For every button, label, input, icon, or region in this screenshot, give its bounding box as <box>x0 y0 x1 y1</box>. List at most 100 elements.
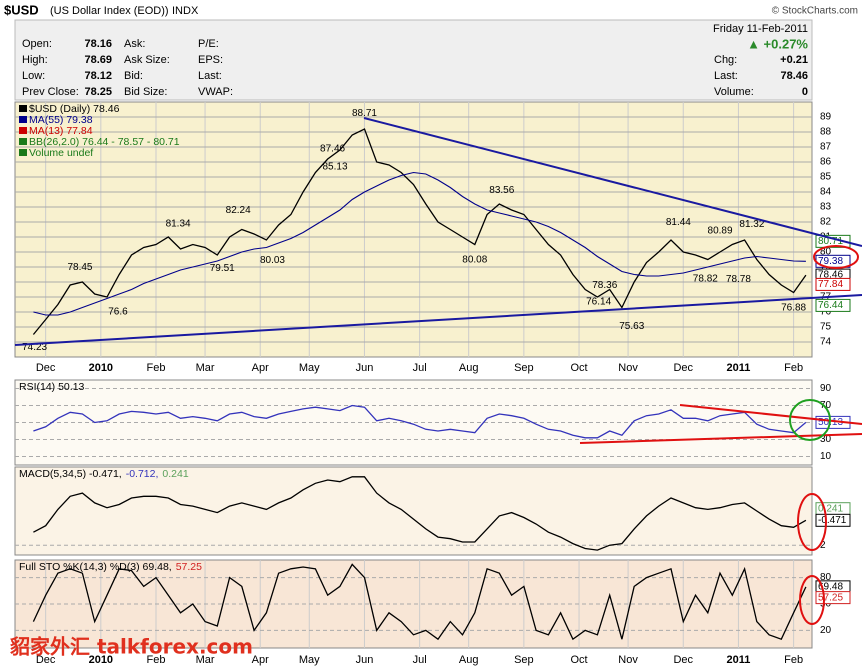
value-box <box>815 277 851 291</box>
x-tick-label: 2011 <box>726 654 750 666</box>
value-box-label: 57.25 <box>818 592 843 603</box>
x-tick-label: May <box>299 362 320 374</box>
quote-label: Bid Size: <box>124 86 167 98</box>
legend-entry: Full STO %K(14,3) %D(3) 69.48, <box>19 561 172 573</box>
x-tick-label: Oct <box>570 654 587 666</box>
x-tick-label: Dec <box>36 362 56 374</box>
value-box-label: 76.44 <box>818 300 843 311</box>
quote-label: Chg: <box>714 54 737 66</box>
y-tick-label: 80 <box>820 247 832 258</box>
value-box-label: 69.48 <box>818 581 843 592</box>
change-pct: ▲ +0.27% <box>747 36 808 51</box>
quote-label: Volume: <box>714 86 754 98</box>
value-box-label: -0.471 <box>818 515 847 526</box>
price-annotation: 76.88 <box>781 302 806 313</box>
legend-swatch <box>19 149 27 156</box>
quote-label: Low: <box>22 70 45 82</box>
x-tick-label: Jul <box>413 362 427 374</box>
quote-label: P/E: <box>198 38 219 50</box>
legend-entry: Volume undef <box>29 147 93 159</box>
x-tick-label: Mar <box>196 362 215 374</box>
price-annotation: 80.03 <box>260 255 285 266</box>
x-tick-label: Feb <box>784 654 803 666</box>
x-tick-label: Aug <box>459 654 479 666</box>
price-annotation: 74.23 <box>22 342 47 353</box>
y-tick-label: 70 <box>820 400 832 411</box>
highlight-ellipse <box>799 575 825 625</box>
y-tick-label: 88 <box>820 127 832 138</box>
quote-value: 0 <box>802 86 808 98</box>
value-box-label: 80.71 <box>818 236 843 247</box>
x-tick-label: Jun <box>356 654 374 666</box>
x-tick-label: Apr <box>252 362 269 374</box>
y-tick-label: 90 <box>820 383 832 394</box>
rsi-trendline <box>579 433 862 444</box>
legend-entry: RSI(14) 50.13 <box>19 381 85 393</box>
x-tick-label: Nov <box>618 654 638 666</box>
series-line <box>33 171 806 316</box>
x-tick-label: May <box>299 654 320 666</box>
value-box-label: 0.241 <box>818 503 843 514</box>
highlight-circle <box>789 399 831 441</box>
quote-label: VWAP: <box>198 86 233 98</box>
legend-entry: -0.712, <box>126 468 159 480</box>
legend-swatch <box>19 116 27 123</box>
price-annotation: 88.71 <box>352 108 377 119</box>
y-tick-label: 82 <box>820 217 832 228</box>
legend-entry: MA(13) 77.84 <box>29 125 93 137</box>
y-tick-label: 50 <box>820 599 832 610</box>
x-tick-label: 2010 <box>89 654 113 666</box>
x-tick-label: Mar <box>196 654 215 666</box>
index-name: (US Dollar Index (EOD)) <box>50 5 169 17</box>
x-tick-label: Oct <box>570 362 587 374</box>
x-tick-label: Nov <box>618 362 638 374</box>
y-tick-label: 83 <box>820 202 832 213</box>
price-annotation: 81.34 <box>166 219 191 230</box>
x-tick-label: 2010 <box>89 362 113 374</box>
rsi-panel <box>14 379 813 466</box>
symbol: $USD <box>4 2 39 17</box>
price-panel <box>14 101 813 358</box>
price-annotation: 82.24 <box>226 205 251 216</box>
support-trendline <box>14 294 862 346</box>
highlight-ellipse <box>797 493 827 551</box>
x-tick-label: Apr <box>252 654 269 666</box>
legend-swatch <box>19 105 27 112</box>
date: Friday 11-Feb-2011 <box>713 23 808 35</box>
legend-entry: $USD (Daily) 78.46 <box>29 103 120 115</box>
x-tick-label: Jun <box>356 362 374 374</box>
price-annotation: 83.56 <box>489 185 514 196</box>
y-tick-label: 2 <box>820 540 826 551</box>
y-tick-label: 87 <box>820 142 832 153</box>
quote-value: 78.69 <box>84 54 112 66</box>
series-line <box>32 563 807 641</box>
price-annotation: 80.08 <box>462 254 487 265</box>
watermark: 貂家外汇 talkforex.com <box>9 635 253 659</box>
value-box-label: 77.84 <box>818 279 843 290</box>
quote-label: Last: <box>714 70 738 82</box>
quote-value: 78.46 <box>780 70 808 82</box>
quote-label: Prev Close: <box>22 86 79 98</box>
x-tick-label: Jul <box>413 654 427 666</box>
price-annotation: 78.45 <box>67 262 92 273</box>
y-tick-label: 89 <box>820 112 832 123</box>
x-tick-label: Dec <box>36 654 56 666</box>
legend-swatch <box>19 138 27 145</box>
x-tick-label: Feb <box>147 654 166 666</box>
x-tick-label: Dec <box>673 362 693 374</box>
value-box <box>815 513 851 527</box>
price-annotation: 78.82 <box>693 273 718 284</box>
price-annotation: 80.89 <box>708 225 733 236</box>
y-tick-label: 10 <box>820 451 832 462</box>
y-tick-label: 84 <box>820 187 832 198</box>
y-tick-label: 86 <box>820 157 832 168</box>
y-tick-label: 30 <box>820 434 832 445</box>
highlight-ellipse <box>813 245 859 269</box>
value-box <box>815 234 851 248</box>
exchange: INDX <box>172 5 199 17</box>
legend-swatch <box>19 127 27 134</box>
resistance-trendline <box>363 117 862 247</box>
price-annotation: 81.32 <box>739 219 764 230</box>
quote-box <box>14 19 813 101</box>
